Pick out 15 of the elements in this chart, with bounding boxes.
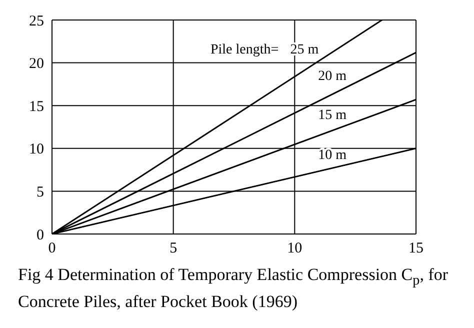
- chart-title: Fig 4 Determination of Temporary Elastic Compression C$_{p}$, for Concrete Piles, after Pocket Book (1969): [18, 265, 448, 312]
- y-tick-label: 15: [29, 98, 44, 115]
- x-tick-label: 15: [408, 240, 424, 257]
- series-label: 20 m: [318, 69, 347, 84]
- y-tick-label: 10: [29, 142, 44, 158]
- y-tick-label: 20: [29, 56, 44, 72]
- x-tick-label: 0: [48, 240, 56, 257]
- y-tick-label: 25: [29, 13, 44, 30]
- series-label: 15 m: [318, 108, 347, 123]
- x-tick-label: 5: [170, 240, 178, 257]
- series-label: 10 m: [318, 148, 347, 163]
- y-tick-label: 5: [36, 184, 44, 201]
- x-tick-label: 10: [287, 240, 302, 257]
- legend-title: Pile length=: [210, 42, 279, 58]
- y-tick-label: 0: [36, 227, 44, 244]
